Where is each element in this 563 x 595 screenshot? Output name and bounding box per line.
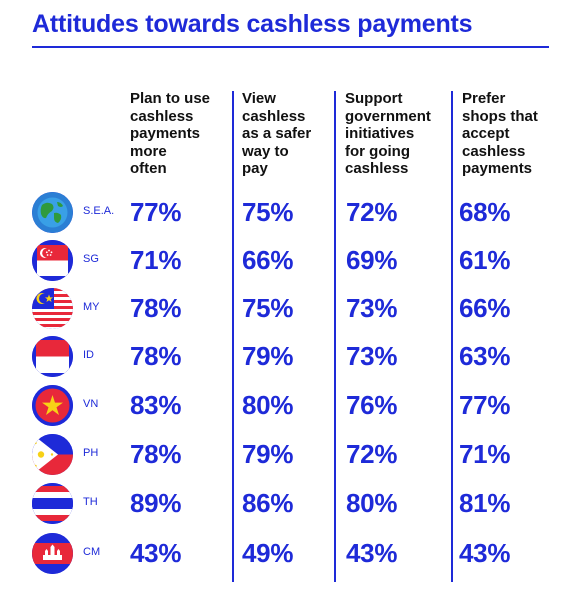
column-header-line: payments (462, 160, 533, 177)
column-header-line: cashless (130, 107, 194, 125)
column-separator (232, 91, 234, 582)
column-header-line: shops that (462, 107, 538, 125)
column-header-line: initiatives (345, 125, 415, 142)
table-row: ID 78% 79% 73% 63% (0, 333, 563, 381)
column-header-line: Prefer (462, 90, 506, 107)
table-row: TH 89% 86% 80% 81% (0, 480, 563, 528)
value-cell: 69% (346, 245, 398, 275)
column-header-line: cashless (462, 142, 526, 160)
value-cell: 78% (130, 293, 182, 323)
globe-icon (32, 192, 73, 233)
column-header-line: Support (345, 90, 403, 107)
value-cell: 77% (130, 197, 182, 227)
table-row: PH 78% 79% 72% 71% (0, 431, 563, 479)
column-header-plan: Plan to use cashless payments more often (130, 90, 210, 178)
value-cell: 66% (459, 293, 511, 323)
column-header-line: View (242, 90, 276, 107)
table-row: MY 78% 75% 73% 66% (0, 285, 563, 333)
row-code: MY (83, 301, 100, 313)
value-cell: 73% (346, 341, 398, 371)
table-row: VN 83% 80% 76% 77% (0, 382, 563, 430)
column-header-line: pay (242, 160, 268, 177)
title-underline (32, 46, 549, 48)
chart-title: Attitudes towards cashless payments (32, 10, 473, 38)
value-cell: 76% (346, 390, 398, 420)
row-code: PH (83, 447, 99, 459)
value-cell: 81% (459, 488, 511, 518)
table-row: CM 43% 49% 43% 43% (0, 530, 563, 578)
value-cell: 89% (130, 488, 182, 518)
column-header-line: accept (462, 125, 510, 142)
row-code: ID (83, 349, 94, 361)
value-cell: 80% (346, 488, 398, 518)
philippines-flag-icon (32, 434, 73, 475)
column-header-support: Support government initiatives for going… (345, 90, 431, 178)
value-cell: 71% (459, 439, 511, 469)
value-cell: 66% (242, 245, 294, 275)
value-cell: 43% (346, 538, 398, 568)
value-cell: 83% (130, 390, 182, 420)
value-cell: 71% (130, 245, 182, 275)
column-separator (334, 91, 336, 582)
column-header-line: often (130, 160, 167, 177)
value-cell: 78% (130, 439, 182, 469)
value-cell: 43% (130, 538, 182, 568)
column-header-line: more (130, 142, 167, 160)
row-code: VN (83, 398, 99, 410)
row-code: TH (83, 496, 98, 508)
value-cell: 63% (459, 341, 511, 371)
column-header-line: cashless (242, 107, 306, 125)
value-cell: 49% (242, 538, 294, 568)
value-cell: 75% (242, 293, 294, 323)
value-cell: 80% (242, 390, 294, 420)
value-cell: 79% (242, 341, 294, 371)
column-separator (451, 91, 453, 582)
value-cell: 43% (459, 538, 511, 568)
column-header-line: cashless (345, 160, 409, 177)
value-cell: 77% (459, 390, 511, 420)
value-cell: 73% (346, 293, 398, 323)
value-cell: 86% (242, 488, 294, 518)
column-header-line: payments (130, 125, 201, 142)
table-row: SG 71% 66% 69% 61% (0, 237, 563, 285)
column-header-safer: View cashless as a safer way to pay (242, 90, 311, 178)
column-header-line: for going (345, 142, 410, 160)
value-cell: 75% (242, 197, 294, 227)
column-header-line: as a safer (242, 125, 312, 142)
vietnam-flag-icon (32, 385, 73, 426)
cambodia-flag-icon (32, 533, 73, 574)
value-cell: 61% (459, 245, 511, 275)
table-row: S.E.A. 77% 75% 72% 68% (0, 189, 563, 237)
row-code: S.E.A. (83, 205, 115, 217)
thailand-flag-icon (32, 483, 73, 524)
value-cell: 79% (242, 439, 294, 469)
value-cell: 72% (346, 197, 398, 227)
value-cell: 78% (130, 341, 182, 371)
singapore-flag-icon (32, 240, 73, 281)
indonesia-flag-icon (32, 336, 73, 377)
column-header-prefer: Prefer shops that accept cashless paymen… (462, 90, 538, 178)
column-header-line: Plan to use (130, 90, 211, 107)
value-cell: 68% (459, 197, 511, 227)
row-code: CM (83, 546, 101, 558)
column-header-line: way to (242, 142, 289, 160)
column-header-line: government (345, 107, 431, 125)
row-code: SG (83, 253, 99, 265)
value-cell: 72% (346, 439, 398, 469)
malaysia-flag-icon (32, 288, 73, 329)
